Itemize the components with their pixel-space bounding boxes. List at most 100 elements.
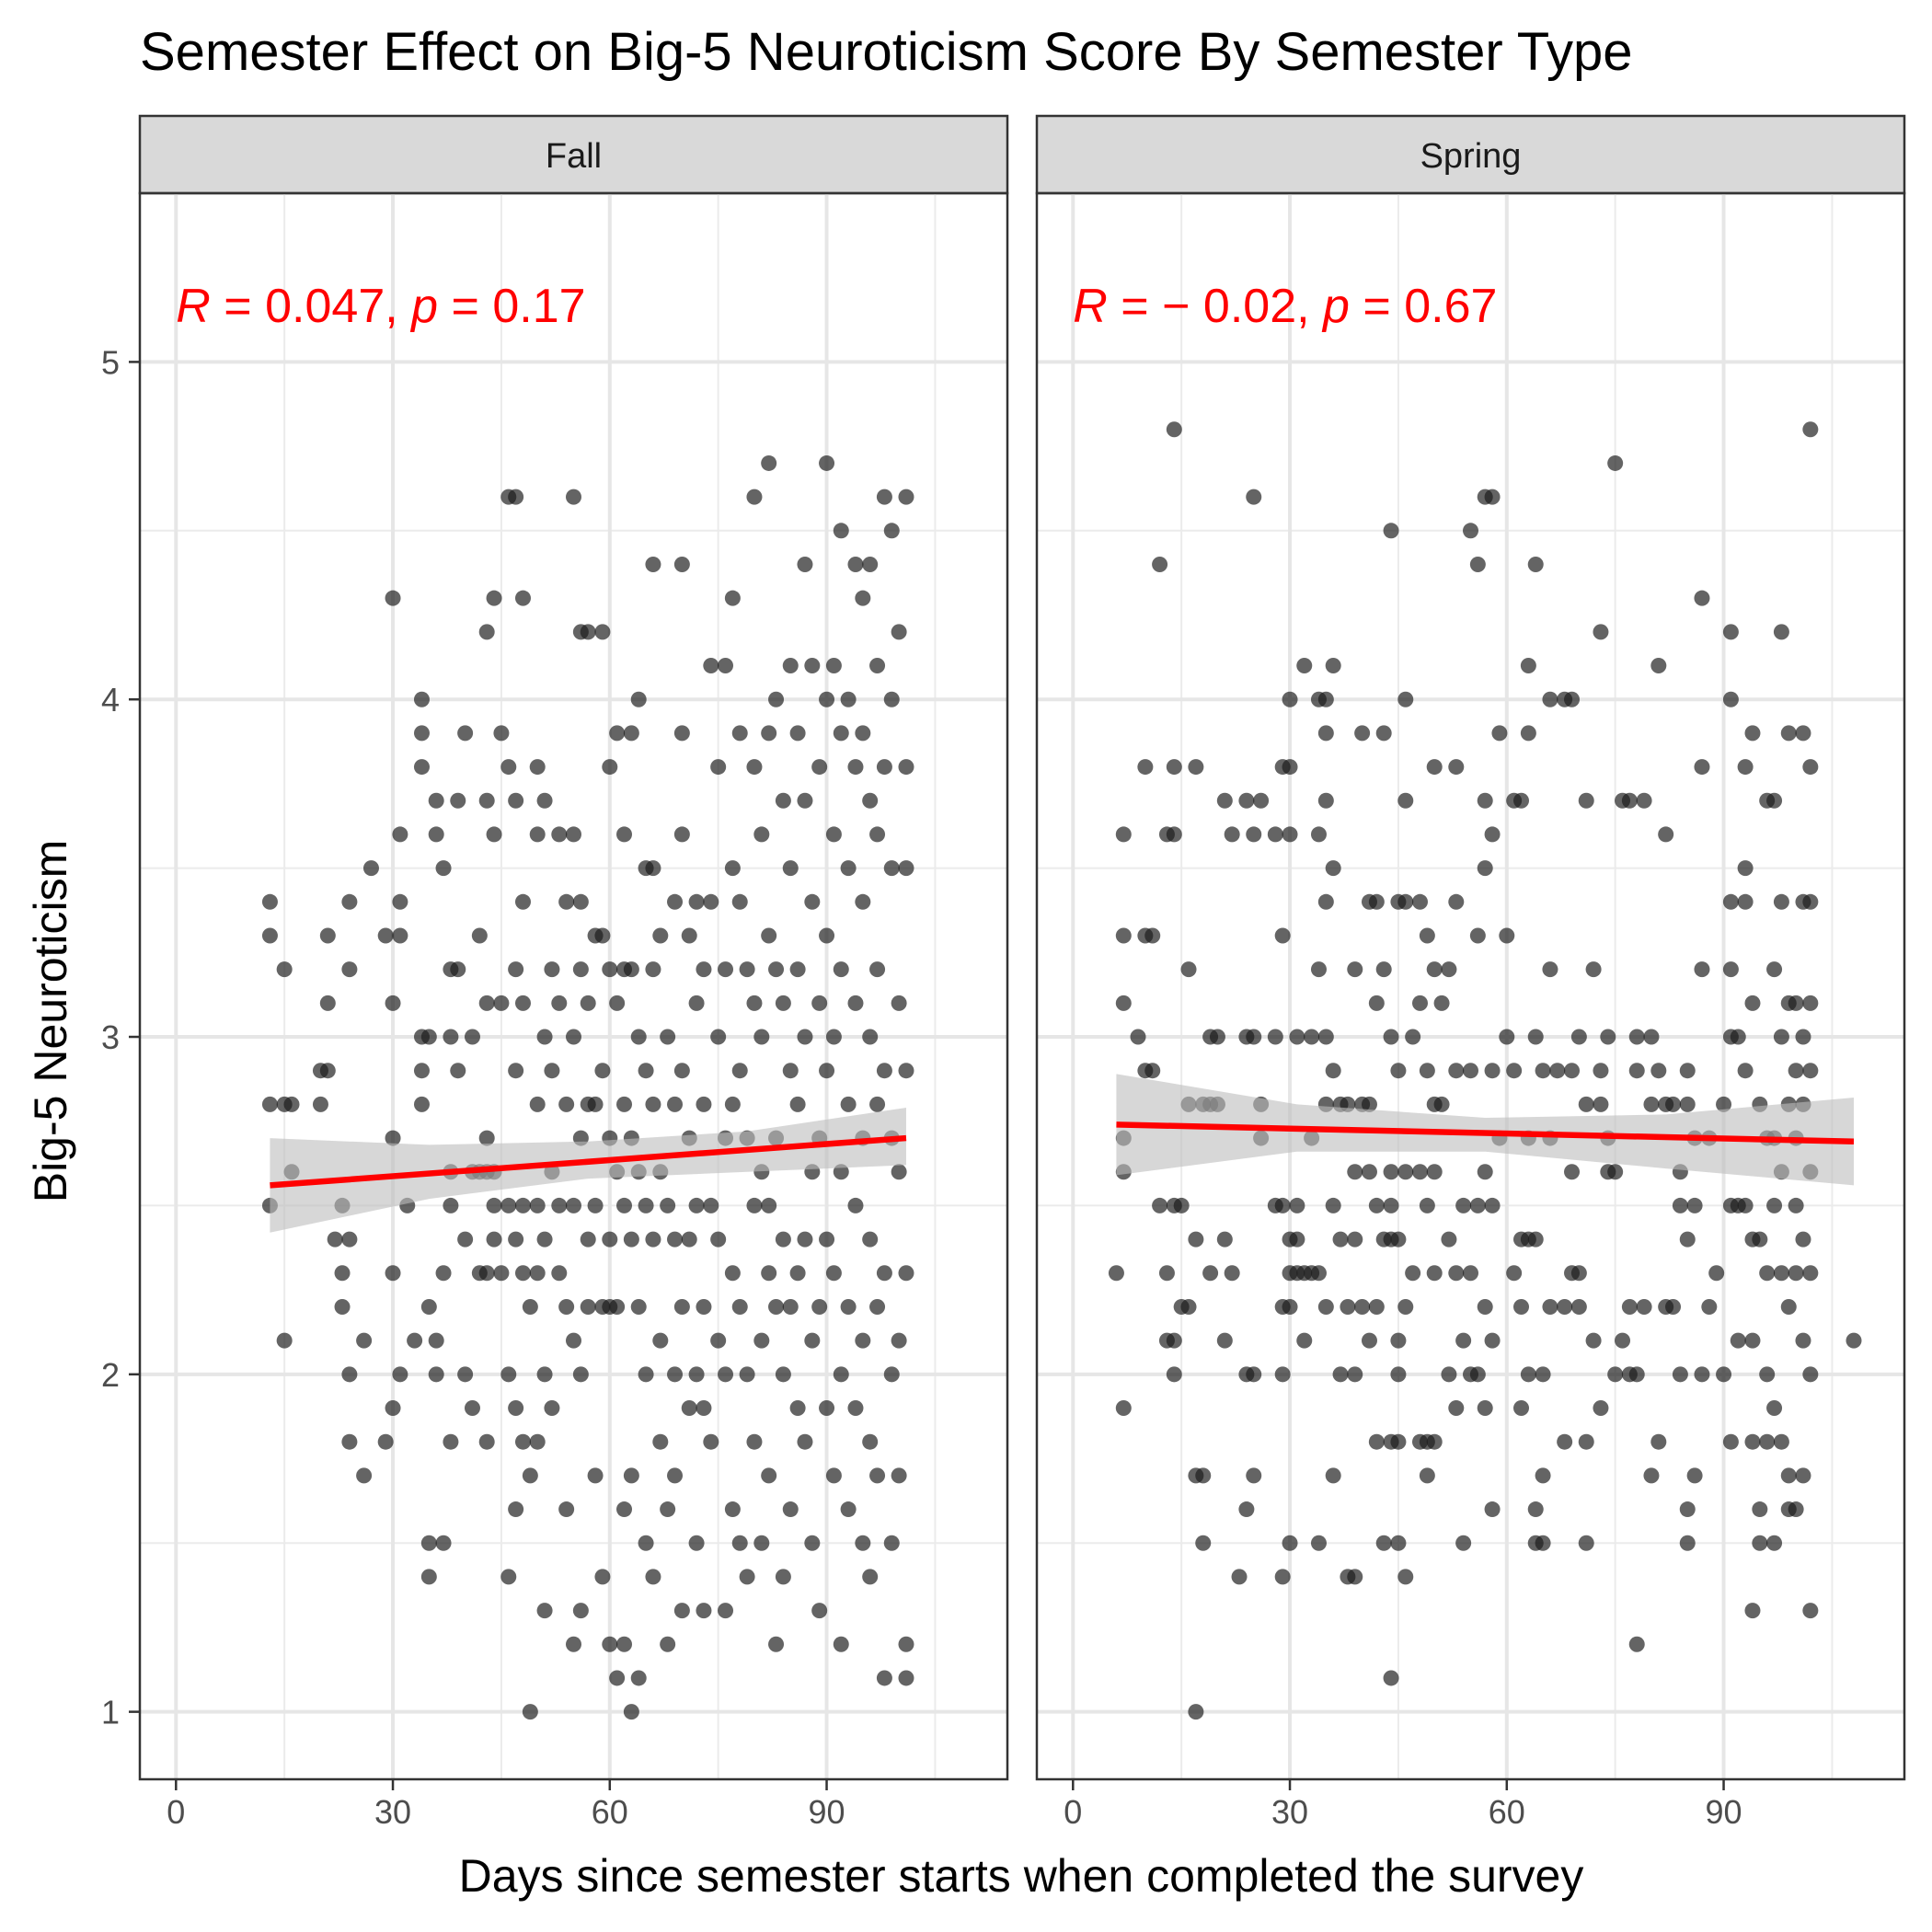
data-point — [1795, 1467, 1811, 1484]
data-point — [811, 1603, 828, 1619]
data-point — [1585, 1332, 1602, 1349]
data-point — [1564, 691, 1581, 707]
data-point — [616, 1197, 633, 1213]
data-point — [536, 1029, 553, 1045]
data-point — [1296, 1332, 1313, 1349]
data-point — [580, 624, 596, 640]
data-point — [602, 759, 618, 776]
data-point — [630, 1298, 647, 1315]
data-point — [1390, 1332, 1407, 1349]
data-point — [464, 1400, 480, 1417]
data-point — [789, 1400, 806, 1417]
data-point — [529, 1433, 546, 1450]
data-point — [1499, 1029, 1515, 1045]
data-point — [883, 1535, 900, 1551]
data-point — [1802, 1603, 1819, 1619]
data-point — [681, 1231, 697, 1248]
data-point — [413, 759, 430, 776]
data-point — [566, 1029, 581, 1045]
data-point — [638, 1197, 654, 1213]
x-tick-label: 30 — [1271, 1793, 1308, 1831]
data-point — [876, 759, 892, 776]
data-point — [1397, 1298, 1414, 1315]
annotation-symbol: = — [211, 280, 265, 333]
data-point — [1238, 1501, 1255, 1518]
data-point — [1317, 725, 1334, 742]
data-point — [869, 1467, 886, 1484]
data-point — [1108, 1265, 1124, 1282]
data-point — [500, 1197, 517, 1213]
data-point — [811, 759, 828, 776]
data-point — [1411, 893, 1428, 910]
data-point — [1426, 759, 1443, 776]
data-point — [710, 759, 727, 776]
data-point — [660, 1029, 676, 1045]
data-point — [1780, 725, 1797, 742]
data-point — [1180, 961, 1197, 978]
data-point — [673, 1298, 690, 1315]
data-point — [782, 1501, 799, 1518]
data-point — [1722, 624, 1739, 640]
data-point — [385, 1130, 401, 1146]
data-point — [1375, 1535, 1392, 1551]
data-point — [855, 1535, 871, 1551]
data-point — [1115, 826, 1132, 843]
annotation-symbol: , — [1296, 280, 1323, 333]
data-point — [804, 658, 821, 674]
data-point — [1744, 1433, 1761, 1450]
x-axis: 0 30 60 90 — [167, 1779, 845, 1831]
data-point — [450, 1063, 466, 1079]
data-point — [1802, 421, 1819, 438]
data-point — [1795, 725, 1811, 742]
data-point — [1397, 893, 1414, 910]
data-point — [731, 1063, 748, 1079]
data-point — [392, 1366, 408, 1383]
data-point — [609, 1670, 626, 1686]
data-point — [551, 995, 568, 1011]
data-point — [544, 1400, 560, 1417]
data-point — [478, 792, 495, 809]
data-point — [1426, 961, 1443, 978]
data-point — [478, 624, 495, 640]
data-point — [1325, 860, 1341, 877]
data-point — [1679, 1231, 1696, 1248]
data-point — [1788, 1501, 1804, 1518]
data-point — [883, 691, 900, 707]
data-point — [775, 995, 791, 1011]
data-point — [819, 1231, 835, 1248]
data-point — [1672, 1197, 1688, 1213]
data-point — [1448, 1265, 1465, 1282]
data-point — [718, 1603, 734, 1619]
data-point — [558, 1501, 575, 1518]
data-point — [529, 1197, 546, 1213]
data-point — [1166, 759, 1182, 776]
panels: Fall R = 0.047, p = 0.17 0 30 60 90 1 2 3 4 5 Sprin… — [101, 114, 1906, 1831]
annotation-value: 0.67 — [1404, 280, 1497, 333]
data-point — [1448, 1400, 1465, 1417]
data-point — [616, 826, 633, 843]
data-point — [638, 1063, 654, 1079]
data-point — [1347, 1164, 1363, 1180]
data-point — [667, 1467, 684, 1484]
data-point — [731, 1298, 748, 1315]
data-point — [724, 1501, 741, 1518]
data-point — [645, 1231, 661, 1248]
data-point — [1246, 1467, 1262, 1484]
data-point — [1115, 927, 1132, 944]
data-point — [283, 1096, 300, 1112]
data-point — [1433, 995, 1450, 1011]
data-point — [1564, 1063, 1581, 1079]
regression-line — [1116, 1121, 1855, 1144]
data-point — [1752, 1535, 1768, 1551]
data-point — [580, 995, 596, 1011]
data-point — [667, 1096, 684, 1112]
data-point — [1621, 792, 1638, 809]
data-point — [652, 927, 669, 944]
data-point — [420, 1569, 437, 1585]
data-point — [1513, 1298, 1530, 1315]
data-point — [508, 1400, 524, 1417]
data-point — [602, 1231, 618, 1248]
data-point — [1390, 1366, 1407, 1383]
data-point — [1716, 1096, 1732, 1112]
data-point — [667, 1366, 684, 1383]
